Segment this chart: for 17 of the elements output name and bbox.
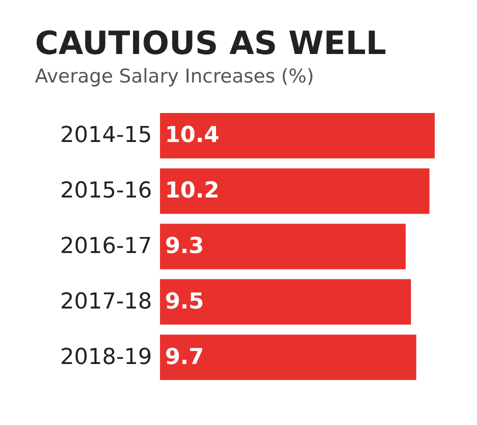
y-tick-label: 2017-18 xyxy=(60,289,152,314)
data-label: 10.4 xyxy=(165,123,220,148)
y-tick-label: 2014-15 xyxy=(60,123,152,148)
data-label: 9.7 xyxy=(165,344,204,370)
bar xyxy=(160,224,406,270)
bar xyxy=(160,168,430,214)
data-label: 9.5 xyxy=(165,289,204,314)
data-label: 10.2 xyxy=(165,178,220,204)
y-tick-label: 2018-19 xyxy=(60,344,152,370)
y-tick-label: 2016-17 xyxy=(60,234,152,259)
data-label: 9.3 xyxy=(165,234,204,259)
bar xyxy=(160,112,435,158)
bar xyxy=(160,279,411,325)
chart-subtitle: Average Salary Increases (%) xyxy=(35,66,314,88)
chart-title: CAUTIOUS AS WELL xyxy=(35,24,386,62)
bar xyxy=(160,334,416,380)
y-tick-label: 2015-16 xyxy=(60,178,152,204)
